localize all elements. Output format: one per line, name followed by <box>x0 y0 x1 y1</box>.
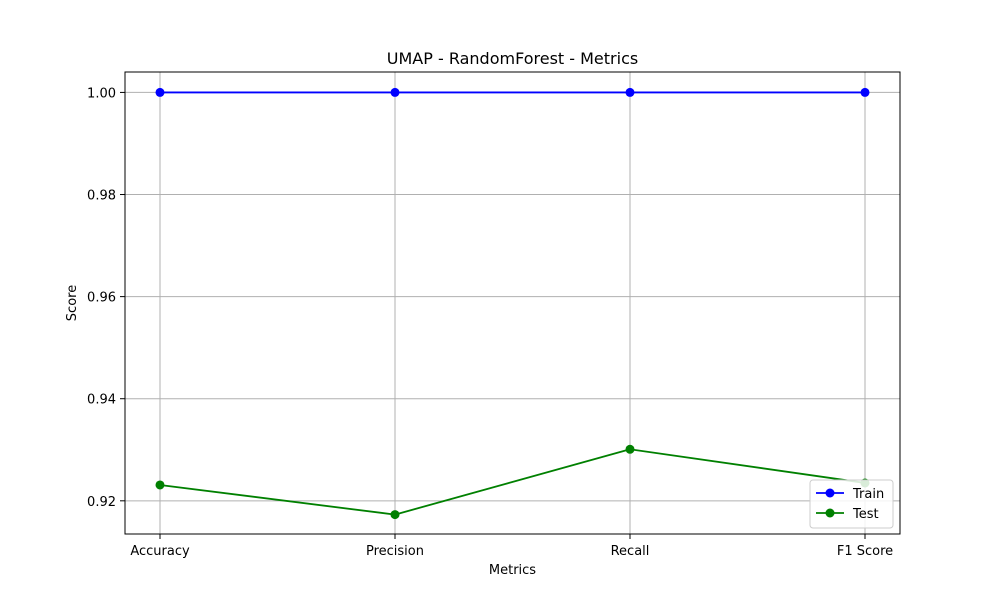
x-tick-label: Recall <box>611 544 650 559</box>
x-tick-label: Accuracy <box>130 544 190 559</box>
x-tick-label: Precision <box>366 544 424 559</box>
x-tick-label: F1 Score <box>837 544 893 559</box>
data-point-train <box>860 87 870 97</box>
data-point-train <box>155 87 165 97</box>
plot-area-background <box>125 72 900 534</box>
y-tick-label: 0.98 <box>87 189 116 204</box>
data-point-test <box>155 480 165 490</box>
legend-label-train: Train <box>852 487 884 502</box>
chart-title: UMAP - RandomForest - Metrics <box>387 49 638 68</box>
plot-area-frame <box>124 71 901 535</box>
y-axis-label: Score <box>65 285 80 321</box>
data-point-test <box>625 444 635 454</box>
y-tick-label: 0.96 <box>87 291 116 306</box>
data-point-train <box>625 87 635 97</box>
legend-marker-train <box>825 488 835 498</box>
legend: Train Test <box>809 479 894 529</box>
x-axis-label: Metrics <box>489 563 536 578</box>
legend-label-test: Test <box>852 507 879 522</box>
data-point-test <box>390 510 400 520</box>
data-point-train <box>390 87 400 97</box>
series-layer <box>155 87 870 520</box>
y-tick-label: 1.00 <box>87 86 116 101</box>
x-axis-ticks: Accuracy Precision Recall F1 Score <box>130 534 893 559</box>
y-tick-label: 0.94 <box>87 393 116 408</box>
y-axis-ticks: 0.92 0.94 0.96 0.98 1.00 <box>87 86 125 510</box>
series-line-test <box>159 448 866 516</box>
y-tick-label: 0.92 <box>87 495 116 510</box>
legend-marker-test <box>825 508 835 518</box>
